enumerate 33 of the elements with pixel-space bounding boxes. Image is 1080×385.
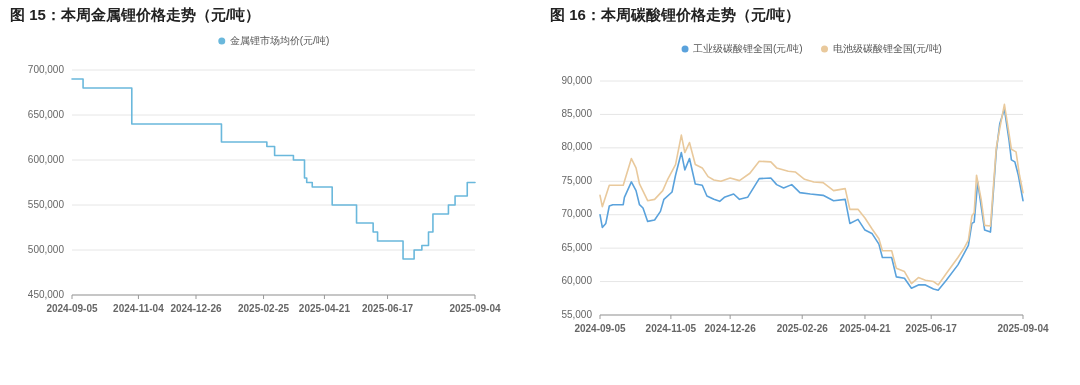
y-tick-label: 60,000: [561, 275, 593, 287]
y-tick-label: 450,000: [27, 288, 65, 300]
x-tick-label: 2024-11-05: [645, 322, 697, 334]
x-tick-label: 2024-12-26: [704, 322, 757, 334]
legend-label: 电池级碳酸锂全国(元/吨): [832, 42, 942, 54]
chart-title: 图 15：本周金属锂价格走势（元/吨）: [10, 5, 261, 23]
x-tick-label: 2025-06-17: [361, 302, 414, 314]
x-tick-label: 2025-09-04: [997, 322, 1050, 334]
x-tick-label: 2025-09-04: [449, 302, 502, 314]
x-tick-label: 2025-04-21: [298, 302, 351, 314]
legend-label: 工业级碳酸锂全国(元/吨): [693, 42, 803, 54]
y-tick-label: 70,000: [561, 208, 593, 220]
x-tick-label: 2024-12-26: [170, 302, 223, 314]
y-tick-label: 600,000: [27, 153, 65, 165]
y-tick-label: 85,000: [561, 108, 593, 120]
y-tick-label: 55,000: [561, 308, 593, 320]
x-tick-label: 2025-04-21: [839, 322, 891, 334]
legend: 金属锂市场均价(元/吨): [218, 34, 330, 46]
y-tick-label: 80,000: [561, 141, 593, 153]
y-tick-label: 650,000: [27, 108, 65, 120]
y-tick-label: 500,000: [27, 243, 65, 255]
x-tick-label: 2025-06-17: [905, 322, 958, 334]
y-tick-label: 550,000: [27, 198, 65, 210]
y-tick-label: 700,000: [27, 63, 65, 75]
y-tick-label: 65,000: [561, 241, 593, 253]
x-tick-label: 2024-11-04: [113, 302, 165, 314]
x-tick-label: 2025-02-25: [237, 302, 290, 314]
x-tick-label: 2025-02-26: [776, 322, 829, 334]
y-tick-label: 75,000: [561, 174, 593, 186]
x-tick-label: 2024-09-05: [574, 322, 627, 334]
y-tick-label: 90,000: [561, 74, 593, 86]
chart-title: 图 16：本周碳酸锂价格走势（元/吨）: [550, 5, 801, 23]
x-tick-label: 2024-09-05: [46, 302, 99, 314]
